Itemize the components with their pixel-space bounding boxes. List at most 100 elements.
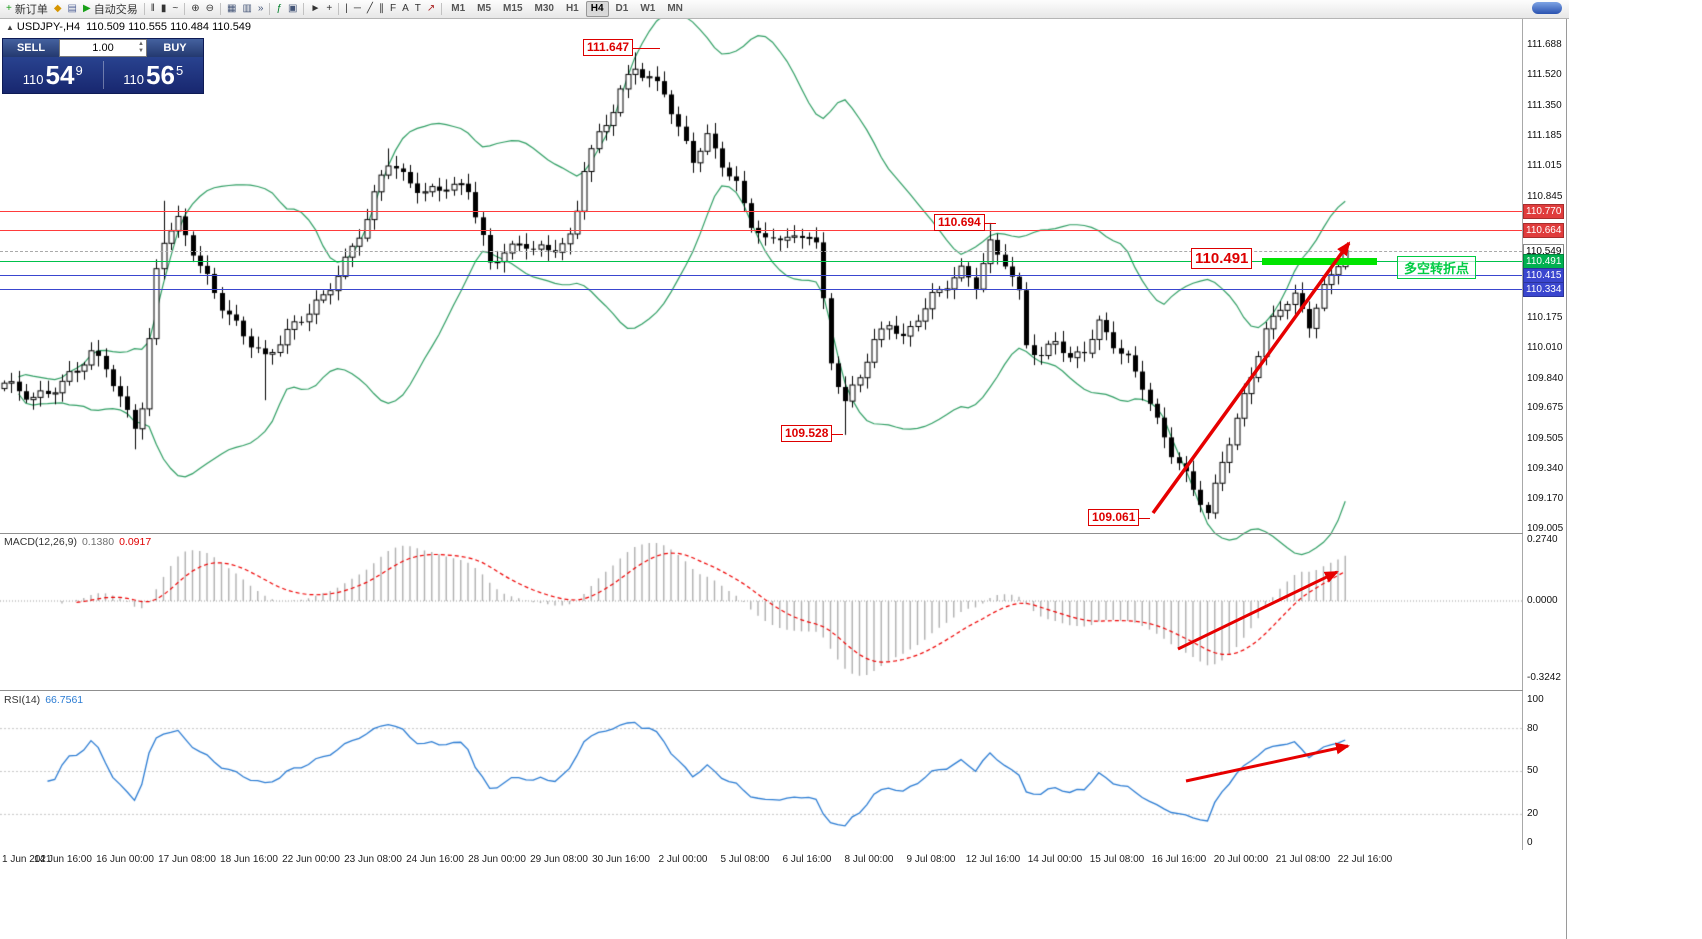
price-label-tick xyxy=(632,47,661,49)
macd-indicator-label: MACD(12,26,9) 0.1380 0.0917 xyxy=(4,536,151,548)
cursor-icon: ► xyxy=(310,3,321,14)
time-axis-label: 15 Jul 08:00 xyxy=(1089,854,1145,865)
text-label-button[interactable]: T xyxy=(412,2,424,17)
cursor-button[interactable]: ► xyxy=(307,2,323,17)
vertical-line-icon: | xyxy=(345,3,348,14)
price-axis-label: 111.520 xyxy=(1527,69,1562,81)
trendline-button[interactable]: ╱ xyxy=(364,2,376,17)
fibonacci-button[interactable]: F xyxy=(387,2,399,17)
rsi-axis-label: 0 xyxy=(1527,837,1533,848)
zoom-in-icon: ⊕ xyxy=(191,3,200,14)
symbol-icon: ▲ xyxy=(6,23,14,32)
auto-arrange-button[interactable]: ▥ xyxy=(239,2,254,17)
timeframe-button-h4[interactable]: H4 xyxy=(585,1,609,17)
timeframe-button-h1[interactable]: H1 xyxy=(565,3,579,14)
candlestick-chart-button[interactable]: ▮ xyxy=(158,2,170,17)
timeframe-button-m15[interactable]: M15 xyxy=(503,3,523,14)
bid-big-digits: 54 xyxy=(45,60,75,90)
toolbar-separator xyxy=(184,3,186,15)
crosshair-button[interactable]: + xyxy=(323,2,335,17)
channel-button[interactable]: ∥ xyxy=(376,2,387,17)
chart-shift-button[interactable]: » xyxy=(255,2,267,17)
macd-name: MACD(12,26,9) xyxy=(4,536,77,548)
rsi-value: 66.7561 xyxy=(45,694,84,706)
time-axis[interactable]: 1 Jun 2021 14 Jun 16:00 16 Jun 00:00 17 Jun… xyxy=(0,851,1566,869)
timeframe-button-w1[interactable]: W1 xyxy=(640,3,656,14)
sell-button[interactable]: SELL xyxy=(3,39,59,57)
panel-separator-rsi[interactable] xyxy=(0,690,1566,691)
bid-price-display[interactable]: 110 54 9 xyxy=(3,62,103,88)
price-label-tick xyxy=(983,222,996,224)
lot-size-value: 1.00 xyxy=(92,42,114,54)
time-axis-label: 23 Jun 08:00 xyxy=(344,854,402,865)
bars-chart-button[interactable]: ‖ xyxy=(148,2,158,17)
time-axis-label: 28 Jun 00:00 xyxy=(468,854,526,865)
mql5-market-icon-icon: ◆ xyxy=(53,3,62,14)
toolbar-separator xyxy=(269,3,271,15)
timeframe-button-m5[interactable]: M5 xyxy=(477,3,492,14)
text-icon: A xyxy=(402,3,409,14)
price-axis-border xyxy=(1522,18,1523,850)
price-axis-label: 111.688 xyxy=(1527,39,1562,50)
mql5-market-icon[interactable]: ◆ xyxy=(51,2,65,17)
price-axis-label: 111.350 xyxy=(1527,100,1562,111)
price-label-110.694[interactable]: 110.694 xyxy=(934,214,996,231)
zoom-out-button[interactable]: ⊖ xyxy=(203,2,217,17)
ask-price-display[interactable]: 110 56 5 xyxy=(104,62,204,88)
line-chart-button[interactable]: ~ xyxy=(169,2,181,17)
lot-spinner[interactable]: ▲ ▼ xyxy=(138,41,144,55)
horizontal-line-button[interactable]: ─ xyxy=(351,2,364,17)
time-axis-label: 21 Jul 08:00 xyxy=(1275,854,1331,865)
timeframe-button-m30[interactable]: M30 xyxy=(534,3,554,14)
panel-separator-macd[interactable] xyxy=(0,533,1566,534)
price-axis-label: 110.010 xyxy=(1527,341,1563,353)
price-label-111.647[interactable]: 111.647 xyxy=(583,39,661,56)
zoom-out-icon: ⊖ xyxy=(205,3,214,14)
chart-list-icon[interactable]: ▤ xyxy=(65,2,80,17)
autotrading-button[interactable]: ▶ 自动交易 xyxy=(80,2,141,17)
lot-spin-down-icon[interactable]: ▼ xyxy=(138,48,144,54)
price-axis-label: 109.505 xyxy=(1527,433,1564,445)
lot-spin-up-icon[interactable]: ▲ xyxy=(138,41,144,47)
toolbar-separator xyxy=(143,3,145,15)
timeframe-button-mn[interactable]: MN xyxy=(667,3,683,14)
toolbar: + 新订单 ◆ ▤ ▶ 自动交易 ‖ ▮ ~ ⊕ ⊖ ▦ ▥» ƒ ▣ ► + | ─ ╱ ∥ F A T ↗ M1 M5 M15 M3… xyxy=(0,0,1569,19)
time-axis-label: 9 Jul 08:00 xyxy=(906,854,956,865)
rsi-name: RSI(14) xyxy=(4,694,41,706)
price-axis[interactable]: 111.688 111.520 111.350 111.185 111.015 110.8… xyxy=(1523,0,1566,850)
timeframe-button-d1[interactable]: D1 xyxy=(615,3,629,14)
zoom-in-button[interactable]: ⊕ xyxy=(188,2,202,17)
trendline-icon: ╱ xyxy=(366,3,373,14)
one-click-trade-panel: SELL 1.00 ▲ ▼ BUY 110 54 9 110 56 5 xyxy=(2,38,204,94)
price-label-109.528[interactable]: 109.528 xyxy=(781,425,844,442)
pivot-highlight-segment[interactable] xyxy=(1262,258,1377,265)
new-order-button[interactable]: + 新订单 xyxy=(3,2,51,17)
toolbar-separator xyxy=(338,3,340,15)
rsi-axis-label: 50 xyxy=(1527,765,1539,776)
symbol-name: USDJPY-,H4 xyxy=(16,21,81,33)
autotrading-icon: ▶ xyxy=(83,3,91,14)
bid-prefix: 110 xyxy=(22,72,44,87)
vertical-line-button[interactable]: | xyxy=(342,2,351,17)
tile-windows-button[interactable]: ▦ xyxy=(224,2,239,17)
indicators-button[interactable]: ƒ xyxy=(273,2,285,17)
time-axis-label: 6 Jul 16:00 xyxy=(782,854,832,865)
price-label-110.491[interactable]: 110.491 xyxy=(1191,248,1253,269)
chart-list-icon-icon: ▤ xyxy=(67,3,77,14)
timeframe-button-m1[interactable]: M1 xyxy=(451,3,466,14)
text-button[interactable]: A xyxy=(399,2,412,17)
rsi-indicator-label: RSI(14) 66.7561 xyxy=(4,694,83,706)
lot-size-input[interactable]: 1.00 ▲ ▼ xyxy=(59,39,147,57)
text-label-icon: T xyxy=(414,3,421,14)
toolbar-end-cap xyxy=(1532,2,1562,14)
buy-button[interactable]: BUY xyxy=(147,39,203,57)
note-annotation[interactable]: 多空转折点 xyxy=(1397,256,1477,279)
price-axis-label: 111.185 xyxy=(1527,129,1562,141)
arrow-object-button[interactable]: ↗ xyxy=(424,2,438,17)
templates-button[interactable]: ▣ xyxy=(285,2,300,17)
toolbar-separator xyxy=(441,3,443,15)
main-chart-canvas[interactable] xyxy=(0,0,1522,850)
time-axis-label: 17 Jun 08:00 xyxy=(158,854,216,865)
price-label-109.061[interactable]: 109.061 xyxy=(1088,509,1151,526)
